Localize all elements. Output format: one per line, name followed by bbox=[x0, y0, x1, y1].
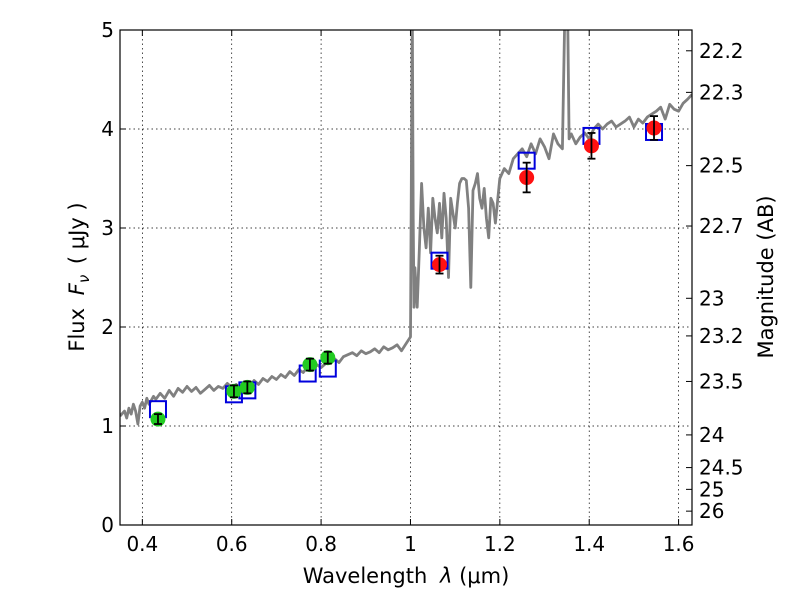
spectrum-line bbox=[120, 30, 692, 426]
x-tick-label: 0.4 bbox=[126, 532, 158, 556]
x-tick-label: 1.4 bbox=[573, 532, 605, 556]
y-tick-label: 1 bbox=[101, 414, 114, 438]
plot-background bbox=[120, 30, 692, 525]
y2-tick-label: 23.2 bbox=[699, 324, 744, 348]
y-tick-label: 4 bbox=[101, 117, 114, 141]
y-tick-label: 0 bbox=[101, 513, 114, 537]
y2-tick-label: 24.5 bbox=[699, 456, 744, 480]
y2-tick-label: 22.5 bbox=[699, 154, 744, 178]
y2-tick-label: 23 bbox=[699, 286, 724, 310]
y-tick-label: 5 bbox=[101, 18, 114, 42]
x-tick-label: 0.8 bbox=[305, 532, 337, 556]
y2-tick-label: 22.2 bbox=[699, 39, 744, 63]
x-axis-unit: (μm) bbox=[459, 564, 509, 588]
series-layer bbox=[120, 30, 692, 426]
y2-axis-label: Magnitude (AB) bbox=[754, 195, 778, 358]
x-tick-label: 0.6 bbox=[216, 532, 248, 556]
x-tick-label: 1 bbox=[404, 532, 417, 556]
x-axis-label: Wavelength λ (μm) bbox=[303, 564, 510, 588]
y-axis-unit: ( μJy ) bbox=[65, 202, 89, 264]
y2-tick-label: 23.5 bbox=[699, 369, 744, 393]
y-axis-symbol: F bbox=[65, 282, 89, 295]
y-tick-label: 2 bbox=[101, 315, 114, 339]
y2-tick-label: 22.7 bbox=[699, 214, 744, 238]
y-axis-label: Flux Fν ( μJy ) bbox=[65, 202, 94, 351]
y2-tick-label: 25 bbox=[699, 477, 724, 501]
y-axis-label-text: Flux bbox=[65, 308, 89, 352]
y-tick-label: 3 bbox=[101, 216, 114, 240]
x-axis-label-text: Wavelength bbox=[303, 564, 428, 588]
ticks: 0.4 0.6 0.8 1 1.2 1.4 1.601234522.222.322.522.… bbox=[101, 18, 743, 556]
x-tick-label: 1.2 bbox=[484, 532, 516, 556]
x-axis-symbol: λ bbox=[439, 564, 452, 588]
y2-tick-label: 24 bbox=[699, 423, 724, 447]
plot-frame bbox=[119, 29, 693, 526]
y-axis-subscript: ν bbox=[75, 275, 93, 283]
y2-tick-label: 26 bbox=[699, 499, 724, 523]
y2-tick-label: 22.3 bbox=[699, 80, 744, 104]
x-tick-label: 1.6 bbox=[663, 532, 695, 556]
marker-layer bbox=[148, 115, 664, 427]
